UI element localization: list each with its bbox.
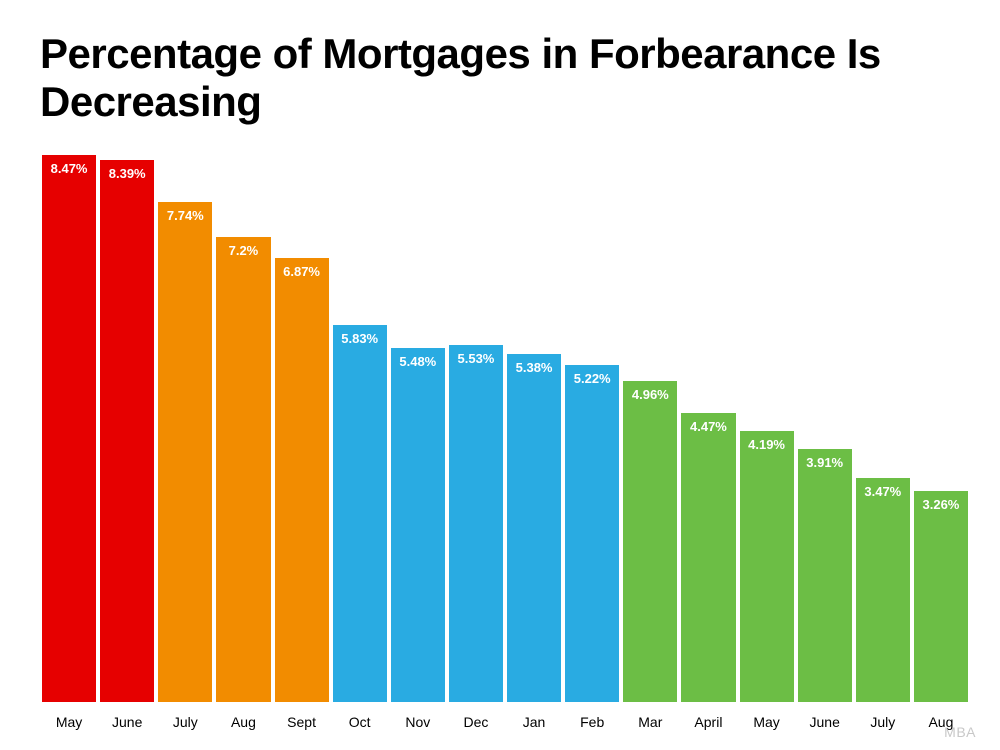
bar-value-label: 4.19%: [740, 437, 794, 452]
bar-value-label: 5.83%: [333, 331, 387, 346]
bar-wrap: 5.53%: [449, 155, 503, 702]
x-axis-label: May: [740, 714, 794, 730]
x-axis-label: Oct: [333, 714, 387, 730]
bar-wrap: 3.26%: [914, 155, 968, 702]
bar-wrap: 4.47%: [681, 155, 735, 702]
bar-value-label: 3.26%: [914, 497, 968, 512]
x-axis-label: Feb: [565, 714, 619, 730]
chart-page: Percentage of Mortgages in Forbearance I…: [0, 0, 1000, 750]
x-axis-label: May: [42, 714, 96, 730]
source-credit: MBA: [944, 724, 976, 740]
bar-wrap: 5.48%: [391, 155, 445, 702]
bar: 4.19%: [740, 431, 794, 702]
bar-wrap: 4.96%: [623, 155, 677, 702]
bar-wrap: 5.38%: [507, 155, 561, 702]
bar-wrap: 3.91%: [798, 155, 852, 702]
bar: 8.47%: [42, 155, 96, 702]
bar-wrap: 3.47%: [856, 155, 910, 702]
bar-wrap: 6.87%: [275, 155, 329, 702]
bar: 7.2%: [216, 237, 270, 702]
bar-value-label: 3.47%: [856, 484, 910, 499]
x-axis-label: Nov: [391, 714, 445, 730]
bar: 7.74%: [158, 202, 212, 702]
bar: 5.48%: [391, 348, 445, 702]
bar-wrap: 4.19%: [740, 155, 794, 702]
chart-title: Percentage of Mortgages in Forbearance I…: [40, 30, 970, 127]
bar-value-label: 7.74%: [158, 208, 212, 223]
bar-value-label: 5.22%: [565, 371, 619, 386]
x-axis-label: Sept: [275, 714, 329, 730]
bar: 3.47%: [856, 478, 910, 702]
bar-wrap: 8.39%: [100, 155, 154, 702]
bar: 3.26%: [914, 491, 968, 702]
x-axis-label: Jan: [507, 714, 561, 730]
x-axis-label: Mar: [623, 714, 677, 730]
chart-area: 8.47% 8.39% 7.74% 7.2% 6.87% 5.83% 5.48% 5.53% 5…: [40, 155, 970, 730]
bar: 5.38%: [507, 354, 561, 702]
bar-wrap: 7.2%: [216, 155, 270, 702]
bar: 5.53%: [449, 345, 503, 702]
bar-value-label: 8.47%: [42, 161, 96, 176]
bars-container: 8.47% 8.39% 7.74% 7.2% 6.87% 5.83% 5.48% 5.53% 5…: [40, 155, 970, 702]
bar-value-label: 6.87%: [275, 264, 329, 279]
bar-value-label: 8.39%: [100, 166, 154, 181]
x-axis-label: Aug: [216, 714, 270, 730]
bar-value-label: 5.48%: [391, 354, 445, 369]
bar-value-label: 5.53%: [449, 351, 503, 366]
bar-value-label: 4.96%: [623, 387, 677, 402]
bar-wrap: 5.83%: [333, 155, 387, 702]
x-axis-label: April: [681, 714, 735, 730]
x-axis-label: Dec: [449, 714, 503, 730]
bar-value-label: 7.2%: [216, 243, 270, 258]
bar: 3.91%: [798, 449, 852, 702]
x-axis-label: July: [158, 714, 212, 730]
bar-wrap: 8.47%: [42, 155, 96, 702]
bar-wrap: 5.22%: [565, 155, 619, 702]
bar: 5.22%: [565, 365, 619, 702]
bar-value-label: 5.38%: [507, 360, 561, 375]
bar-value-label: 4.47%: [681, 419, 735, 434]
bar: 4.47%: [681, 413, 735, 702]
bar-value-label: 3.91%: [798, 455, 852, 470]
bar: 5.83%: [333, 325, 387, 702]
x-axis-label: June: [100, 714, 154, 730]
bar: 6.87%: [275, 258, 329, 702]
x-axis-label: July: [856, 714, 910, 730]
x-axis-label: June: [798, 714, 852, 730]
bar: 8.39%: [100, 160, 154, 702]
bar: 4.96%: [623, 381, 677, 702]
bar-wrap: 7.74%: [158, 155, 212, 702]
x-axis-labels: MayJuneJulyAugSeptOctNovDecJanFebMarApri…: [40, 714, 970, 730]
